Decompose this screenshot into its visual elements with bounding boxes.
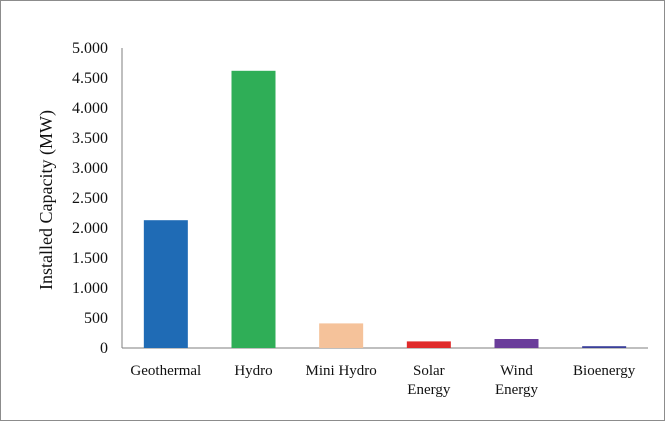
y-tick-label: 1.000	[72, 280, 108, 297]
bar	[406, 341, 451, 348]
y-axis-ticks: 0 500 1.000 1.500 2.000 2.500 3.000 3.500 4.000 4…	[72, 40, 108, 357]
bar	[231, 70, 276, 349]
bar	[143, 220, 188, 348]
bars	[143, 70, 627, 349]
bar	[582, 346, 627, 348]
x-category-label: Mini Hydro	[306, 363, 377, 379]
y-axis-label: Installed Capacity (MW)	[36, 110, 57, 290]
y-tick-label: 5.000	[72, 40, 108, 57]
bar	[494, 339, 539, 348]
y-tick-label: 0	[100, 340, 108, 357]
x-category-label: Geothermal	[130, 363, 201, 379]
x-axis-categories: Geothermal Hydro Mini Hydro Solar Energy Wind…	[130, 363, 635, 398]
bar	[319, 323, 364, 348]
x-category-label: Hydro	[234, 363, 272, 379]
y-tick-label: 3.000	[72, 160, 108, 177]
y-tick-label: 1.500	[72, 250, 108, 267]
y-tick-label: 4.000	[72, 100, 108, 117]
y-tick-label: 2.500	[72, 190, 108, 207]
y-tick-label: 500	[84, 310, 108, 327]
y-tick-label: 2.000	[72, 220, 108, 237]
y-tick-label: 4.500	[72, 70, 108, 87]
x-category-label: Solar Energy	[407, 363, 451, 398]
x-category-label: Bioenergy	[573, 363, 636, 379]
x-category-label: Wind Energy	[495, 363, 539, 398]
y-tick-label: 3.500	[72, 130, 108, 147]
